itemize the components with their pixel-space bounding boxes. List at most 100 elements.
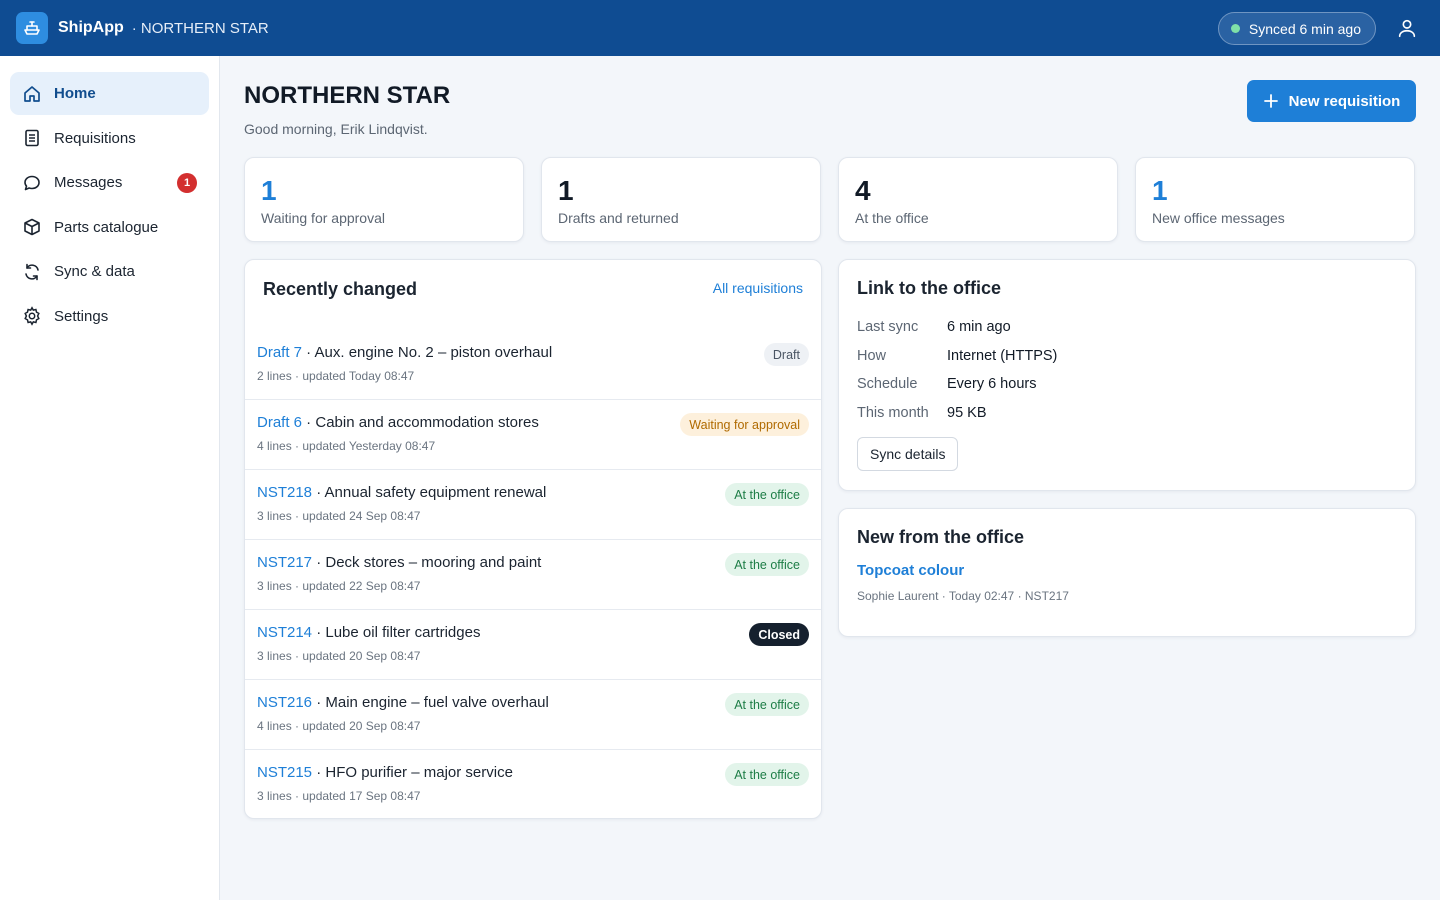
sidebar-item-label: Settings: [54, 307, 109, 325]
user-icon[interactable]: [1396, 17, 1418, 39]
sidebar: Home Requisitions Messages 1 Parts catal…: [0, 56, 220, 900]
box-icon: [22, 217, 42, 237]
vessel-breadcrumb: · NORTHERN STAR: [131, 19, 269, 37]
title-separator: ·: [312, 694, 326, 711]
requisition-name: Aux. engine No. 2 – piston overhaul: [314, 344, 553, 361]
ship-logo-icon[interactable]: [16, 12, 48, 44]
home-icon: [22, 84, 42, 104]
last-sync-value: 6 min ago: [947, 319, 1011, 336]
requisition-id[interactable]: NST218: [257, 484, 313, 501]
sidebar-item-settings[interactable]: Settings: [10, 295, 209, 338]
sync-details-button[interactable]: Sync details: [857, 437, 959, 471]
sidebar-item-label: Sync & data: [54, 263, 135, 280]
requisition-list: Draft 7 · Aux. engine No. 2 – piston ove…: [245, 330, 821, 820]
requisition-name: Deck stores – mooring and paint: [325, 554, 542, 571]
link-to-office-title: Link to the office: [857, 278, 1001, 298]
requisition-meta: 4 lines · updated 20 Sep 08:47: [257, 719, 421, 733]
requisition-title: NST218 · Annual safety equipment renewal: [257, 484, 809, 501]
title-separator: ·: [312, 624, 326, 641]
new-from-office-card: New from the office Topcoat colour Sophi…: [838, 508, 1416, 637]
status-badge: At the office: [725, 693, 809, 716]
status-badge: Draft: [763, 343, 809, 366]
status-badge: Waiting for approval: [680, 413, 809, 436]
connection-method-value: Internet (HTTPS): [947, 347, 1058, 364]
requisition-meta: 3 lines · updated 22 Sep 08:47: [257, 579, 421, 593]
last-sync-row: Last sync 6 min ago: [857, 313, 1397, 342]
status-badge: Closed: [749, 623, 809, 646]
requisition-name: Lube oil filter cartridges: [325, 624, 481, 641]
stat-card-at-office[interactable]: 4 At the office: [838, 157, 1118, 242]
title-separator: ·: [312, 764, 326, 781]
new-requisition-button[interactable]: New requisition: [1247, 80, 1416, 122]
link-to-office-card: Link to the office Last sync 6 min ago H…: [838, 259, 1416, 491]
requisition-row[interactable]: Draft 7 · Aux. engine No. 2 – piston ove…: [245, 330, 821, 400]
requisition-id[interactable]: NST217: [257, 554, 313, 571]
stat-label: Waiting for approval: [261, 210, 385, 226]
requisition-id[interactable]: NST215: [257, 764, 313, 781]
stat-card-waiting-approval[interactable]: 1 Waiting for approval: [244, 157, 524, 242]
requisition-row[interactable]: Draft 6 · Cabin and accommodation stores…: [245, 400, 821, 470]
stat-label: New office messages: [1152, 210, 1285, 226]
requisition-id[interactable]: NST216: [257, 694, 313, 711]
sidebar-item-sync-data[interactable]: Sync & data: [10, 250, 209, 293]
schedule-label: Schedule: [857, 376, 918, 393]
all-requisitions-link[interactable]: All requisitions: [712, 280, 803, 296]
requisition-row[interactable]: NST215 · HFO purifier – major service 3 l…: [245, 750, 821, 820]
app-name[interactable]: ShipApp: [58, 19, 124, 36]
stat-value: 1: [558, 175, 574, 206]
requisition-row[interactable]: NST214 · Lube oil filter cartridges 3 lin…: [245, 610, 821, 680]
requisition-name: HFO purifier – major service: [325, 764, 513, 781]
sidebar-item-requisitions[interactable]: Requisitions: [10, 117, 209, 160]
sync-status-dot-icon: [1230, 24, 1240, 33]
new-from-office-title: New from the office: [857, 527, 1025, 547]
requisition-meta: 4 lines · updated Yesterday 08:47: [257, 439, 436, 453]
requisition-row[interactable]: NST216 · Main engine – fuel valve overha…: [245, 680, 821, 750]
requisition-row[interactable]: NST217 · Deck stores – mooring and paint…: [245, 540, 821, 610]
requisition-name: Annual safety equipment renewal: [324, 484, 547, 501]
stat-value: 1: [261, 175, 277, 206]
requisition-meta: 3 lines · updated 17 Sep 08:47: [257, 789, 421, 803]
requisition-id[interactable]: Draft 7: [257, 344, 303, 361]
sidebar-item-label: Messages: [54, 174, 123, 191]
sidebar-item-parts-catalogue[interactable]: Parts catalogue: [10, 206, 209, 249]
requisition-title: NST217 · Deck stores – mooring and paint: [257, 554, 809, 571]
title-separator: ·: [312, 484, 325, 501]
requisition-title: NST215 · HFO purifier – major service: [257, 764, 809, 781]
status-badge: At the office: [725, 763, 809, 786]
chat-icon: [22, 173, 42, 193]
sidebar-item-messages[interactable]: Messages 1: [10, 161, 209, 204]
document-icon: [22, 128, 42, 148]
sidebar-item-home[interactable]: Home: [10, 72, 209, 115]
sync-status-pill[interactable]: Synced 6 min ago: [1217, 12, 1376, 45]
connection-method-row: How Internet (HTTPS): [857, 342, 1397, 371]
stat-card-office-messages[interactable]: 1 New office messages: [1135, 157, 1415, 242]
sidebar-item-label: Parts catalogue: [54, 218, 159, 236]
requisition-row[interactable]: NST218 · Annual safety equipment renewal…: [245, 470, 821, 540]
greeting-text: Good morning, Erik Lindqvist.: [244, 121, 428, 137]
gear-icon: [22, 306, 42, 326]
requisition-title: Draft 7 · Aux. engine No. 2 – piston ove…: [257, 344, 809, 361]
office-message-meta: Sophie Laurent · Today 02:47 · NST217: [857, 589, 1069, 603]
requisition-id[interactable]: Draft 6: [257, 414, 303, 431]
status-badge: At the office: [725, 553, 809, 576]
recently-changed-title: Recently changed: [263, 279, 418, 299]
stat-card-drafts-returned[interactable]: 1 Drafts and returned: [541, 157, 821, 242]
stat-value: 4: [855, 175, 871, 206]
last-sync-label: Last sync: [857, 319, 919, 336]
requisition-id[interactable]: NST214: [257, 624, 313, 641]
requisition-meta: 3 lines · updated 20 Sep 08:47: [257, 649, 421, 663]
title-separator: ·: [312, 554, 326, 571]
schedule-value: Every 6 hours: [947, 376, 1037, 393]
requisition-name: Cabin and accommodation stores: [315, 414, 539, 431]
requisition-meta: 3 lines · updated 24 Sep 08:47: [257, 509, 421, 523]
requisition-name: Main engine – fuel valve overhaul: [325, 694, 549, 711]
sidebar-item-label: Home: [54, 85, 96, 102]
sync-status-text: Synced 6 min ago: [1248, 20, 1361, 37]
office-message-link[interactable]: Topcoat colour: [857, 562, 965, 579]
connection-method-label: How: [857, 347, 887, 364]
sidebar-item-label: Requisitions: [54, 129, 136, 147]
top-bar: ShipApp · NORTHERN STAR Synced 6 min ago: [0, 0, 1440, 56]
title-separator: ·: [302, 414, 316, 431]
plus-icon: [1263, 94, 1278, 108]
requisition-title: Draft 6 · Cabin and accommodation stores: [257, 414, 809, 431]
